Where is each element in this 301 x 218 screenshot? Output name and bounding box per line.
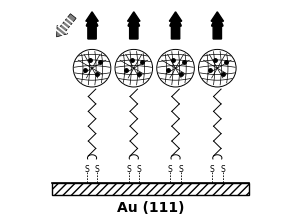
Text: S: S [126, 165, 131, 174]
Text: S: S [95, 165, 100, 174]
FancyArrow shape [169, 12, 182, 39]
Text: Au (111): Au (111) [117, 201, 184, 215]
Bar [52, 183, 249, 194]
FancyArrow shape [86, 12, 98, 39]
FancyArrow shape [128, 12, 140, 39]
Text: S: S [220, 165, 225, 174]
Text: S: S [168, 165, 173, 174]
FancyArrow shape [211, 12, 224, 39]
Text: S: S [85, 165, 89, 174]
FancyArrow shape [57, 14, 76, 37]
Text: S: S [137, 165, 141, 174]
Text: S: S [178, 165, 183, 174]
Text: S: S [210, 165, 215, 174]
